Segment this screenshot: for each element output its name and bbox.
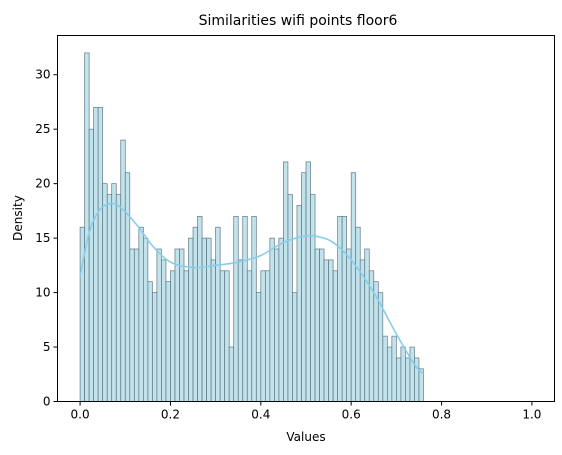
y-axis-ticks: 0 5 10 15 20 25 30 xyxy=(35,68,58,409)
histogram-bar xyxy=(174,248,180,402)
histogram-bar xyxy=(405,357,411,402)
x-axis-label: Values xyxy=(286,430,325,444)
histogram-bar xyxy=(323,259,329,402)
y-tick-label: 10 xyxy=(35,286,50,300)
histogram-bar xyxy=(332,270,338,402)
histogram-bar xyxy=(133,248,140,402)
histogram-bar xyxy=(102,183,108,402)
bars-group xyxy=(79,52,424,402)
histogram-bar xyxy=(305,161,311,402)
histogram-bar xyxy=(341,215,348,402)
histogram-bar xyxy=(143,237,149,402)
histogram-bar xyxy=(242,215,248,402)
histogram-bar xyxy=(165,281,171,402)
x-tick-label: 0.8 xyxy=(432,408,451,422)
histogram-bar xyxy=(251,215,257,402)
histogram-bar xyxy=(359,259,366,402)
x-tick-label: 0.2 xyxy=(161,408,180,422)
histogram-bar xyxy=(292,292,298,402)
histogram-bar xyxy=(237,259,244,402)
histogram-bar xyxy=(201,237,207,402)
histogram-bar xyxy=(147,281,153,402)
histogram-bar xyxy=(386,346,393,402)
histogram-bar xyxy=(129,248,135,402)
histogram-bar xyxy=(111,183,117,402)
histogram-bar xyxy=(269,237,275,402)
y-tick-label: 15 xyxy=(35,231,50,245)
histogram-bar xyxy=(328,259,334,402)
histogram-bar xyxy=(106,194,113,402)
histogram-bar xyxy=(224,270,230,402)
histogram-bar xyxy=(97,107,104,402)
histogram-bar xyxy=(156,248,162,402)
histogram-bar xyxy=(314,248,320,402)
histogram-bar xyxy=(197,215,203,402)
histogram-bar xyxy=(233,215,239,402)
histogram-bar xyxy=(260,270,266,402)
histogram-bar xyxy=(215,226,221,402)
histogram-bar xyxy=(346,248,352,402)
chart-title: Similarities wifi points floor6 xyxy=(199,13,398,29)
histogram-bar xyxy=(228,346,235,402)
kde-curve xyxy=(79,202,425,375)
histogram-bar xyxy=(255,292,262,402)
histogram-bar xyxy=(124,172,131,402)
histogram-bar xyxy=(88,128,94,402)
histogram-bar xyxy=(278,237,284,402)
x-tick-label: 0.6 xyxy=(342,408,361,422)
histogram-bar xyxy=(400,346,406,402)
histogram-bar xyxy=(246,270,253,402)
histogram-bar xyxy=(382,335,388,402)
histogram-bar xyxy=(179,248,185,402)
histogram-bar xyxy=(115,194,122,402)
histogram-bar xyxy=(120,139,126,402)
y-tick-label: 20 xyxy=(35,177,50,191)
x-tick-label: 1.0 xyxy=(522,408,541,422)
histogram-bar xyxy=(219,270,226,402)
histogram-bar xyxy=(396,357,402,402)
y-axis-label: Density xyxy=(11,195,25,241)
histogram-bar xyxy=(283,161,289,402)
histogram-bar xyxy=(337,215,343,402)
y-tick-label: 5 xyxy=(43,340,51,354)
histogram-bar xyxy=(287,194,293,402)
plot-frame xyxy=(57,35,555,402)
histogram-bar xyxy=(84,52,90,402)
histogram-bar xyxy=(192,226,198,402)
histogram-bar xyxy=(206,237,212,402)
x-tick-label: 0.0 xyxy=(71,408,90,422)
kde-group xyxy=(79,202,425,375)
histogram-bar xyxy=(152,292,158,402)
y-tick-label: 0 xyxy=(43,395,51,409)
histogram-bar xyxy=(364,248,370,402)
histogram-bar xyxy=(296,205,302,402)
histogram-bar xyxy=(138,226,144,402)
histogram-bar xyxy=(183,270,189,402)
histogram-bar xyxy=(391,335,397,402)
histogram-bar xyxy=(170,270,176,402)
histogram-bar xyxy=(188,237,194,402)
y-tick-label: 30 xyxy=(35,68,50,82)
histogram-bar xyxy=(301,172,307,402)
histogram-bar xyxy=(210,259,216,402)
histogram-bar xyxy=(350,172,357,402)
histogram-bar xyxy=(355,226,361,402)
histogram-bar xyxy=(274,248,280,402)
x-tick-label: 0.4 xyxy=(251,408,270,422)
histogram-bar xyxy=(264,270,271,402)
histogram-bar xyxy=(310,194,316,402)
histogram-bar xyxy=(161,259,167,402)
y-tick-label: 25 xyxy=(35,122,50,136)
histogram-bar xyxy=(409,346,415,402)
histogram-bar xyxy=(93,107,99,402)
histogram-bar xyxy=(319,248,325,402)
x-axis-ticks: 0.0 0.2 0.4 0.6 0.8 1.0 xyxy=(71,401,541,422)
